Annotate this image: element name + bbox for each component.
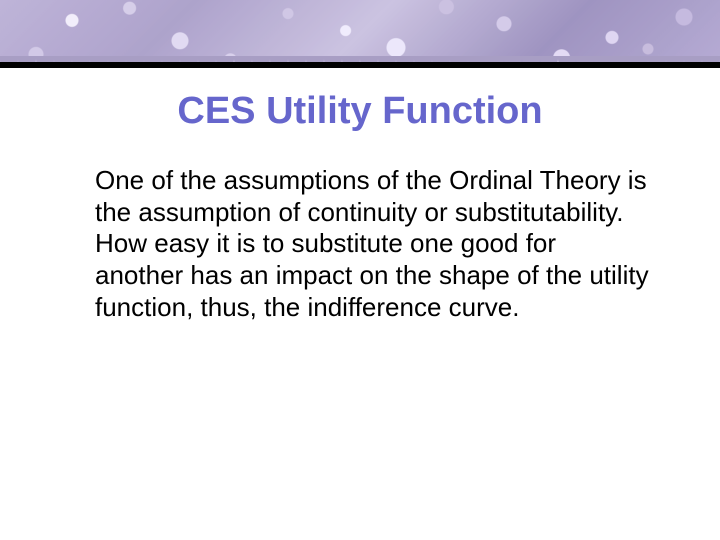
banner-black-bar [0, 62, 720, 68]
decorative-banner [0, 0, 720, 68]
slide-title: CES Utility Function [0, 90, 720, 133]
slide-body-text: One of the assumptions of the Ordinal Th… [95, 165, 650, 324]
